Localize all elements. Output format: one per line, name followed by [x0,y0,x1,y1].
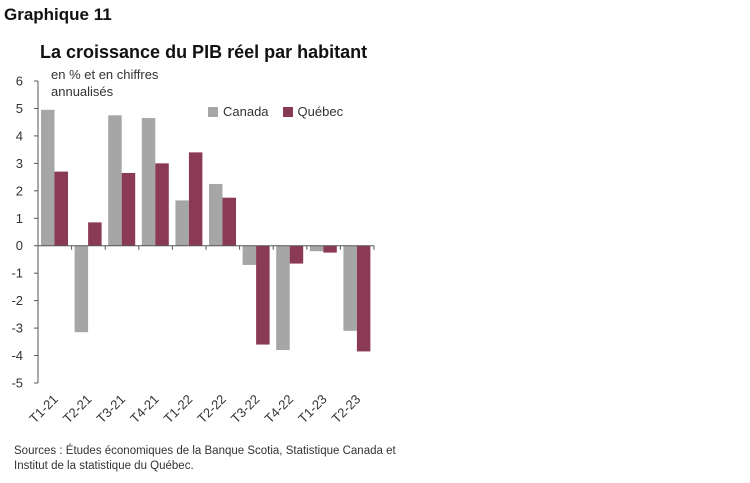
chart-title: La croissance du PIB réel par habitant [40,42,368,62]
bar-canada-t3-21 [108,115,122,246]
x-tick-label: T4-21 [127,392,162,427]
y-tick-label: 4 [16,128,23,143]
y-tick-label: 3 [16,156,23,171]
bar-quebec-t4-22 [289,245,304,264]
y-tick-label: -3 [11,321,23,336]
bar-quebec-t1-21 [54,171,68,246]
x-tick-label: T3-21 [93,392,128,427]
source-note: Sources : Études économiques de la Banqu… [14,445,396,472]
x-tick-label: T1-23 [295,392,330,427]
bar-canada-t1-23 [309,245,324,252]
y-tick-label: -5 [11,376,23,391]
figure-label: Graphique 11 [4,5,112,24]
bar-canada-t1-21 [41,109,55,246]
x-tick-label: T4-22 [261,392,296,427]
x-tick-label: T3-22 [228,392,263,427]
bar-quebec-t2-23 [356,245,371,352]
bar-canada-t4-21 [141,118,156,246]
bar-canada-t2-21 [74,245,89,333]
bar-quebec-t4-21 [155,163,169,246]
legend-label-canada: Canada [223,104,269,119]
bar-quebec-t1-22 [188,152,203,246]
bar-canada-t2-23 [343,245,357,331]
legend-item-quebec: Québec [282,104,344,119]
bar-canada-t2-22 [209,183,223,246]
bar-quebec-t1-23 [323,245,337,253]
x-tick-label: T2-22 [194,392,229,427]
bar-quebec-t2-21 [88,222,102,246]
y-tick-label: -2 [11,293,23,308]
bar-quebec-t3-21 [121,172,136,246]
legend-swatch-canada [208,106,218,117]
legend: Canada Québec [208,104,357,119]
bar-canada-t1-22 [175,200,189,246]
legend-swatch-quebec [282,106,293,117]
legend-item-canada: Canada [208,104,269,119]
y-tick-label: -1 [11,266,23,281]
y-tick-label: 1 [16,211,23,226]
x-tick-label: T2-21 [60,392,95,427]
legend-label-quebec: Québec [297,104,344,119]
x-tick-label: T1-21 [26,392,61,427]
y-tick-label: 0 [16,238,23,253]
bar-canada-t4-22 [276,245,290,351]
y-tick-label: 2 [16,183,23,198]
y-tick-label: 6 [16,74,23,89]
bar-quebec-t3-22 [256,245,270,345]
bar-canada-t3-22 [242,245,257,265]
x-tick-label: T2-23 [329,392,364,427]
y-tick-label: -4 [11,348,23,363]
x-tick-label: T1-22 [161,392,196,427]
unit-label: en % et en chiffres annualisés [51,67,159,99]
y-tick-label: 5 [16,101,23,116]
bar-quebec-t2-22 [222,197,236,246]
